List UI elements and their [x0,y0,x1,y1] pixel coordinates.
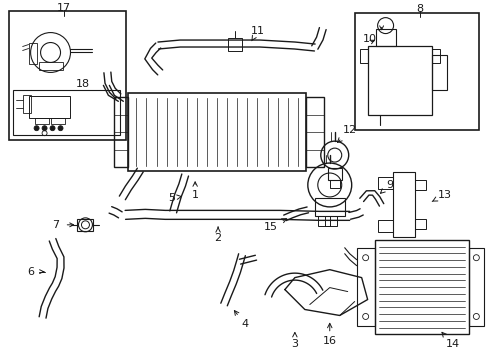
Bar [468,248,483,327]
Bar [414,180,426,190]
Bar [329,180,339,188]
Bar [128,93,305,171]
Text: 9: 9 [380,180,392,193]
Circle shape [50,126,55,131]
Bar [375,28,395,45]
Bar [374,240,468,334]
Text: 5: 5 [168,193,181,203]
Text: 10: 10 [362,33,376,44]
Bar [9,11,126,140]
Text: 16: 16 [322,323,336,346]
Text: 11: 11 [250,26,264,41]
Text: 1: 1 [191,182,198,200]
Text: 2: 2 [214,227,221,243]
Bar [327,168,341,180]
Bar [29,96,70,118]
Text: 14: 14 [441,332,459,349]
Bar [35,118,48,124]
Bar [377,220,392,232]
Bar [431,49,440,63]
Bar [50,118,64,124]
Text: 13: 13 [431,190,450,202]
Bar [354,13,478,130]
Bar [227,37,242,50]
Bar [414,219,426,229]
Bar [114,97,128,167]
Bar [359,49,367,63]
Bar [314,198,344,216]
Bar [356,248,374,327]
Text: 8: 8 [415,4,422,14]
Bar [22,95,31,113]
Circle shape [42,126,47,131]
Bar [317,216,329,226]
Bar [431,55,447,90]
Circle shape [34,126,39,131]
Bar [305,97,323,167]
Bar [324,216,336,226]
Bar [39,62,62,71]
Text: 6: 6 [27,267,34,276]
Bar [392,172,414,237]
Text: 15: 15 [264,219,286,232]
Text: 7: 7 [52,220,59,230]
Bar [77,219,93,231]
Bar [29,42,37,64]
Circle shape [58,126,63,131]
Text: 3: 3 [291,333,298,349]
Text: 17: 17 [56,3,70,13]
Text: 12: 12 [337,125,356,143]
Bar [13,90,120,135]
Text: 4: 4 [234,311,248,329]
Bar [377,177,392,189]
Text: 18: 18 [75,79,89,89]
Bar [367,45,431,115]
